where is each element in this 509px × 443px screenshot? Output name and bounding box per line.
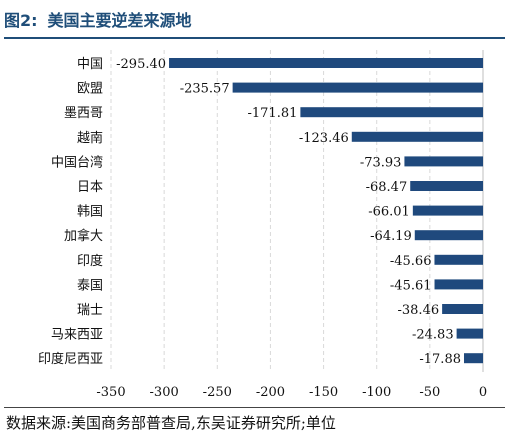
data-label: -73.93 xyxy=(360,155,402,170)
x-tick-label: -100 xyxy=(362,385,391,400)
x-tick-label: -300 xyxy=(150,385,179,400)
bar xyxy=(351,131,483,142)
data-labels: -295.40 -235.57 -171.81-123.46 -73.93 -68.47… xyxy=(116,57,461,367)
bar xyxy=(414,230,483,241)
data-label: -66.01 xyxy=(368,205,410,220)
category-label: 印度 xyxy=(77,253,103,269)
data-label: -123.46 xyxy=(299,131,349,146)
data-label: -24.83 xyxy=(412,328,454,343)
bar xyxy=(232,82,483,93)
figure-title-text: 美国主要逆差来源地 xyxy=(47,11,192,30)
category-label: 印度尼西亚 xyxy=(38,351,103,367)
category-label: 墨西哥 xyxy=(64,106,103,121)
data-label: -171.81 xyxy=(247,106,297,121)
category-label: 中国 xyxy=(77,57,103,72)
bar xyxy=(456,328,483,339)
category-label: 中国台湾 xyxy=(51,154,103,170)
footer-rule xyxy=(4,407,505,408)
figure-title: 图2: 美国主要逆差来源地 xyxy=(4,4,504,34)
x-tick-label: -250 xyxy=(203,385,232,400)
category-label: 韩国 xyxy=(77,205,103,220)
category-label: 欧盟 xyxy=(77,82,103,97)
category-label: 日本 xyxy=(77,180,103,195)
x-tick-label: -150 xyxy=(309,385,338,400)
bar xyxy=(434,279,483,290)
data-label: -235.57 xyxy=(180,82,230,97)
source-note: 数据来源:美国商务部普查局,东吴证券研究所;单位 xyxy=(6,414,336,432)
category-label: 瑞士 xyxy=(77,303,103,318)
bar xyxy=(412,205,483,216)
x-tick-labels: -350 -300 -250 -200 -150 -100 -50 0 xyxy=(96,385,487,400)
bar xyxy=(442,304,483,314)
data-label: -64.19 xyxy=(370,229,412,244)
data-label: -295.40 xyxy=(116,57,166,72)
bar xyxy=(463,353,483,364)
bar xyxy=(410,181,483,191)
data-label: -45.66 xyxy=(390,254,432,269)
data-label: -38.46 xyxy=(398,303,440,318)
category-label: 加拿大 xyxy=(64,228,103,244)
bar xyxy=(404,156,483,167)
x-tick-label: 0 xyxy=(479,385,487,400)
x-tick-label: -350 xyxy=(96,385,125,400)
bar xyxy=(169,58,484,68)
bar xyxy=(434,254,483,265)
data-label: -45.61 xyxy=(390,278,432,293)
x-tick-label: -200 xyxy=(256,385,285,400)
category-label: 越南 xyxy=(77,130,103,146)
data-label: -68.47 xyxy=(366,180,408,195)
bars xyxy=(169,58,484,364)
category-label: 泰国 xyxy=(77,278,103,293)
category-label: 马来西亚 xyxy=(51,328,103,343)
bar xyxy=(300,107,483,118)
bar-chart: -295.40 -235.57 -171.81-123.46 -73.93 -68.47… xyxy=(38,50,487,400)
data-label: -17.88 xyxy=(419,352,461,367)
x-tick-label: -50 xyxy=(419,385,440,400)
figure-label: 图2: xyxy=(4,11,38,30)
title-rule xyxy=(4,37,505,39)
